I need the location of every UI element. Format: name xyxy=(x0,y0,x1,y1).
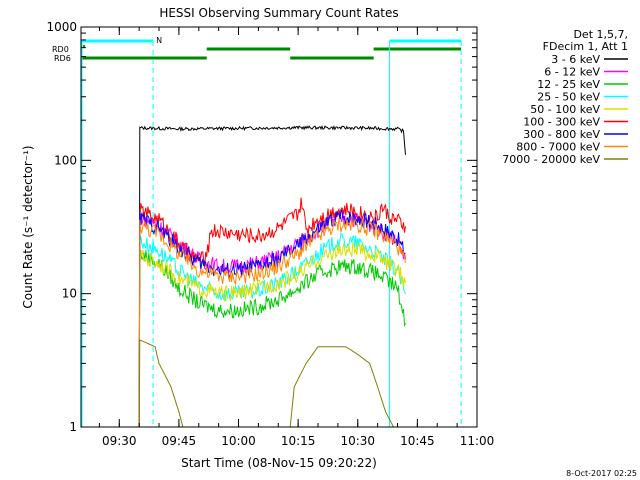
series-line-5 xyxy=(138,197,406,428)
series-line-0 xyxy=(138,124,406,428)
legend-label: 3 - 6 keV xyxy=(551,53,600,66)
series-line-7 xyxy=(138,216,406,428)
series-line-6 xyxy=(138,209,406,428)
flag-label-rd0: RD0 xyxy=(52,45,69,54)
x-tick-label: 10:00 xyxy=(221,434,256,448)
plot-frame xyxy=(80,26,478,428)
flag-bar-rd0 xyxy=(83,45,85,48)
series-layer xyxy=(138,124,406,428)
legend-label: 12 - 25 keV xyxy=(537,78,600,91)
legend-label: 25 - 50 keV xyxy=(537,91,600,104)
legend-header-line: FDecim 1, Att 1 xyxy=(543,40,628,53)
x-tick-label: 09:45 xyxy=(162,434,197,448)
series-line-2 xyxy=(138,249,406,428)
marker-label-n: N xyxy=(156,36,162,45)
chart-title: HESSI Observing Summary Count Rates xyxy=(159,6,398,20)
series-line-3 xyxy=(138,232,406,428)
y-axis-label: Count Rate (s⁻¹ detector⁻¹) xyxy=(21,145,35,308)
legend-label: 50 - 100 keV xyxy=(530,103,600,116)
legend-header-line: Det 1,5,7, xyxy=(573,28,628,41)
series-line-4 xyxy=(138,241,406,428)
y-tick-label: 1000 xyxy=(46,20,77,34)
x-tick-label: 10:30 xyxy=(340,434,375,448)
y-tick-label: 1 xyxy=(69,420,77,434)
legend-label: 300 - 800 keV xyxy=(523,128,600,141)
x-axis-label: Start Time (08-Nov-15 09:20:22) xyxy=(181,456,377,470)
flag-label-rd6: RD6 xyxy=(54,54,71,63)
x-tick-label: 11:00 xyxy=(460,434,495,448)
timestamp: 8-Oct-2017 02:25 xyxy=(566,469,637,478)
series-line-1 xyxy=(138,210,406,428)
x-tick-label: 10:15 xyxy=(281,434,316,448)
x-tick-label: 10:45 xyxy=(400,434,435,448)
legend-label: 100 - 300 keV xyxy=(523,116,600,129)
axes-layer: 1 10 100 1000 09:30 09:45 10:00 10:15 10:30 10:45… xyxy=(46,20,494,448)
legend-label: 7000 - 20000 keV xyxy=(502,153,600,166)
y-tick-label: 100 xyxy=(54,153,77,167)
legend-label: 800 - 7000 keV xyxy=(516,141,600,154)
y-tick-label: 10 xyxy=(62,287,77,301)
legend-label: 6 - 12 keV xyxy=(544,66,600,79)
x-tick-label: 09:30 xyxy=(102,434,137,448)
